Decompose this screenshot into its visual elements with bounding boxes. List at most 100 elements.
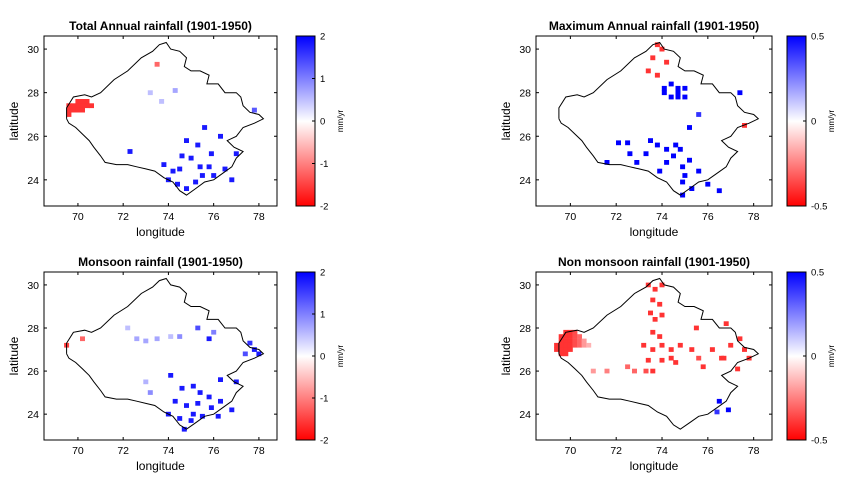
y-tick-label: 24 [27,175,39,187]
grid-cell [668,347,674,352]
grid-cell [650,368,656,374]
grid-cell [696,112,702,117]
grid-cell [742,347,747,352]
grid-cell [563,342,569,348]
grid-cell [195,401,201,406]
grid-cell [80,107,85,113]
y-tick-label: 28 [519,323,531,335]
y-tick-label: 28 [27,323,39,335]
colorbar-unit-label: mm/yr [827,110,836,133]
grid-cell [558,347,564,352]
x-tick-label: 72 [117,445,129,457]
grid-cell [680,192,686,198]
grid-cell [177,334,183,339]
x-tick-label: 78 [253,211,265,223]
grid-cell [554,342,560,348]
grid-cell [654,142,660,148]
grid-cell [75,103,81,109]
grid-cell [654,42,660,48]
grid-cell [195,142,201,148]
grid-cell [657,301,663,307]
y-tick-label: 28 [27,88,39,100]
colorbar-unit-label: mm/yr [336,110,345,133]
grid-cell [577,342,582,348]
grid-cell [147,390,153,395]
state-boundary [558,41,760,196]
grid-cell [581,338,587,344]
colorbar-tick-label: -2 [320,436,328,447]
grid-cell [714,409,720,415]
grid-cell [177,166,183,172]
grid-cell [668,81,674,87]
grid-cell [652,317,658,322]
x-axis-label: longitude [136,225,185,239]
colorbar-tick-label: 0.5 [811,32,824,43]
chart-panel-4: Non monsoon rainfall (1901-1950) 70 72 74 76… [499,255,836,473]
grid-cell [229,177,235,183]
grid-cell [208,151,214,157]
grid-cell [659,312,665,318]
grid-cell [652,286,658,292]
grid-cell [680,179,686,185]
axes-frame [535,271,773,441]
grid-cell [177,416,183,421]
grid-cell [175,181,180,187]
grid-cell [134,336,140,342]
grid-cell [143,379,149,385]
colorbar-tick-label: 2 [320,268,325,279]
colorbar-tick-label: 0 [320,352,325,363]
y-axis-label: latitude [7,101,21,140]
colorbar-tick-label: -0.5 [811,436,827,447]
grid-cell [563,334,569,339]
y-tick-label: 30 [519,44,531,56]
grid-cell [687,157,692,163]
grid-cell [650,347,656,352]
grid-cell [677,146,683,152]
grid-cell [664,59,670,65]
grid-cell [677,342,683,348]
grid-cell [705,181,711,187]
grid-cell [709,347,715,352]
grid-cell [242,351,248,357]
grid-cell [190,383,196,389]
plot-area [44,36,277,206]
grid-cell [650,297,656,303]
grid-cell [567,338,573,344]
grid-cell [659,357,665,363]
grid-cell [143,338,149,344]
grid-cell [572,338,578,344]
x-tick-label: 78 [253,445,265,457]
grid-cell [590,368,596,374]
grid-cell [737,336,743,342]
grid-cell [716,398,722,404]
grid-cell [202,125,208,130]
x-tick-label: 76 [702,445,714,457]
grid-cell [643,368,649,374]
grid-cell [170,168,176,174]
grid-cell [80,103,85,109]
grid-cell [572,342,578,348]
grid-cell [181,426,187,432]
grid-cell [218,398,223,404]
grid-cell [199,173,205,178]
colorbar-tick-label: -1 [320,394,328,405]
grid-cell [682,94,688,100]
grid-cell [206,336,212,342]
grid-cell [673,360,679,365]
grid-cell [229,407,235,413]
x-tick-label: 70 [565,211,577,223]
grid-cell [75,99,81,104]
x-tick-label: 72 [610,445,622,457]
grid-cell [616,140,621,146]
grid-cell [671,153,676,159]
grid-cell [211,329,217,335]
colorbar-unit-label: mm/yr [827,345,836,368]
grid-cell [84,103,90,109]
grid-cell [251,107,257,113]
chart-panel-3: Monsoon rainfall (1901-1950) 70 72 74 76 78 24… [7,255,345,473]
grid-cell [256,351,262,357]
grid-cell [193,179,199,185]
grid-cell [233,151,239,157]
grid-cell [675,94,681,100]
grid-cell [567,334,573,339]
